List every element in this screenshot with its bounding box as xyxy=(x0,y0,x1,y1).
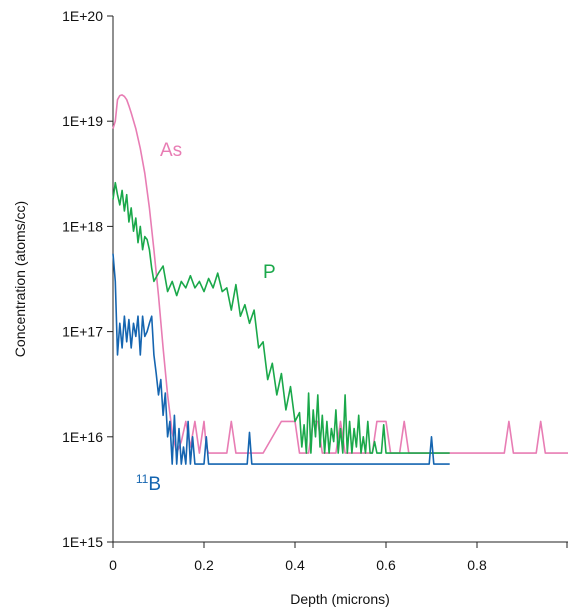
y-tick-label: 1E+19 xyxy=(62,113,103,129)
series-layer xyxy=(112,94,568,465)
series-label-text: B xyxy=(148,474,161,495)
series-label-p: P xyxy=(263,262,276,283)
series-labels: As P 11B xyxy=(136,140,276,495)
x-ticks: 0 0.2 0.4 0.6 0.8 xyxy=(109,542,568,573)
series-label-11b: 11B xyxy=(136,472,161,495)
series-label-text: As xyxy=(160,140,182,161)
series-label-text: P xyxy=(263,262,276,283)
x-tick-label: 0 xyxy=(109,557,117,573)
x-tick-label: 0.6 xyxy=(376,557,396,573)
y-ticks: 1E+15 1E+16 1E+17 1E+18 1E+19 1E+20 xyxy=(62,8,113,550)
y-axis-label: Concentration (atoms/cc) xyxy=(12,201,28,357)
series-line-p xyxy=(112,181,450,454)
x-axis-label: Depth (microns) xyxy=(290,591,390,607)
y-tick-label: 1E+17 xyxy=(62,324,103,340)
y-tick-label: 1E+16 xyxy=(62,429,103,445)
series-line-11b xyxy=(112,253,450,465)
x-tick-label: 0.8 xyxy=(467,557,487,573)
x-tick-label: 0.4 xyxy=(285,557,305,573)
series-label-as: As xyxy=(160,140,182,161)
series-label-superscript: 11 xyxy=(136,472,149,486)
y-tick-label: 1E+15 xyxy=(62,534,103,550)
y-tick-label: 1E+18 xyxy=(62,218,103,234)
x-tick-label: 0.2 xyxy=(194,557,214,573)
y-tick-label: 1E+20 xyxy=(62,8,103,24)
plot-frame xyxy=(112,16,568,543)
